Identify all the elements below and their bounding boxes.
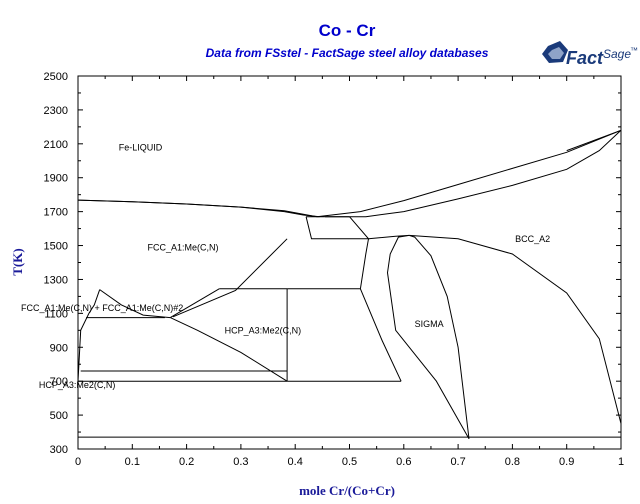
y-tick-label: 2100 (44, 139, 68, 151)
y-tick-label: 1700 (44, 207, 68, 219)
chart-title: Co - Cr (319, 21, 376, 40)
x-tick-label: 0.2 (179, 456, 194, 468)
y-axis-label: T(K) (10, 248, 25, 275)
x-tick-label: 0 (75, 456, 81, 468)
phase-boundary-line (325, 129, 622, 218)
factsage-logo-trademark: ™ (630, 46, 638, 55)
x-tick-label: 0.4 (288, 456, 303, 468)
phase-boundary-line (172, 238, 288, 318)
phase-region-labels: Fe-LIQUID FCC_A1:Me(C,N) BCC_A2 SIGMA HCP_A3… (21, 143, 550, 390)
factsage-logo-superscript: Sage (603, 47, 631, 61)
phase-region-label: SIGMA (415, 319, 444, 329)
phase-region-label: BCC_A2 (515, 234, 550, 244)
y-tick-label: 900 (50, 342, 68, 354)
phase-boundary-line (170, 317, 288, 382)
phase-boundary-line (386, 234, 470, 440)
x-tick-label: 0.8 (505, 456, 520, 468)
phase-boundary-line (566, 129, 622, 152)
x-tick-label: 0.7 (450, 456, 465, 468)
phase-boundary-line (77, 199, 320, 218)
y-tick-label: 2300 (44, 105, 68, 117)
y-tick-label: 1300 (44, 274, 68, 286)
phase-boundary-line (409, 234, 622, 424)
phase-region-label: HCP_A3:Me2(C,N) (225, 326, 302, 336)
plot-frame (77, 75, 622, 450)
x-tick-label: 0.1 (125, 456, 140, 468)
y-tick-label: 2500 (44, 71, 68, 83)
x-tick-label: 0.5 (342, 456, 357, 468)
phase-boundary-line (359, 238, 402, 382)
x-tick-label: 1 (618, 456, 624, 468)
factsage-logo-text: Fact (566, 48, 604, 68)
phase-region-label: FCC_A1:Me(C,N) (148, 243, 219, 253)
factsage-logo: Fact Sage ™ (542, 41, 638, 68)
y-tick-label: 700 (50, 376, 68, 388)
y-axis-ticks: 300 500 700 900 1100 1300 1500 1700 1900 2100 2300… (44, 71, 621, 456)
y-tick-label: 500 (50, 410, 68, 422)
chart-subtitle: Data from FSstel - FactSage steel alloy … (206, 46, 489, 60)
y-tick-label: 1100 (44, 308, 68, 320)
phase-boundary-line (77, 289, 101, 382)
phase-region-label: FCC_A1:Me(C,N) + FCC_A1:Me(C,N)#2 (21, 303, 183, 313)
phase-boundary-line (305, 216, 370, 240)
phase-region-label: Fe-LIQUID (119, 143, 163, 153)
y-tick-label: 1900 (44, 173, 68, 185)
phase-boundary-line (99, 289, 171, 319)
y-tick-label: 300 (50, 444, 68, 456)
x-tick-label: 0.9 (559, 456, 574, 468)
x-tick-label: 0.3 (233, 456, 248, 468)
phase-region-label: HCP_A3:Me2(C,N) (39, 380, 116, 390)
phase-boundary-line (409, 234, 470, 439)
phase-boundary-line (170, 288, 220, 319)
phase-boundary-line (77, 199, 317, 218)
x-axis-ticks: 0 0.1 0.2 0.3 0.4 0.5 0.6 0.7 0.8 0.9 1 (75, 76, 624, 468)
y-tick-label: 1500 (44, 241, 68, 253)
x-axis-label: mole Cr/(Co+Cr) (299, 483, 395, 498)
phase-boundary-line (316, 129, 622, 218)
phase-boundaries (77, 129, 622, 440)
x-tick-label: 0.6 (396, 456, 411, 468)
factsage-logo-mark (542, 41, 568, 63)
